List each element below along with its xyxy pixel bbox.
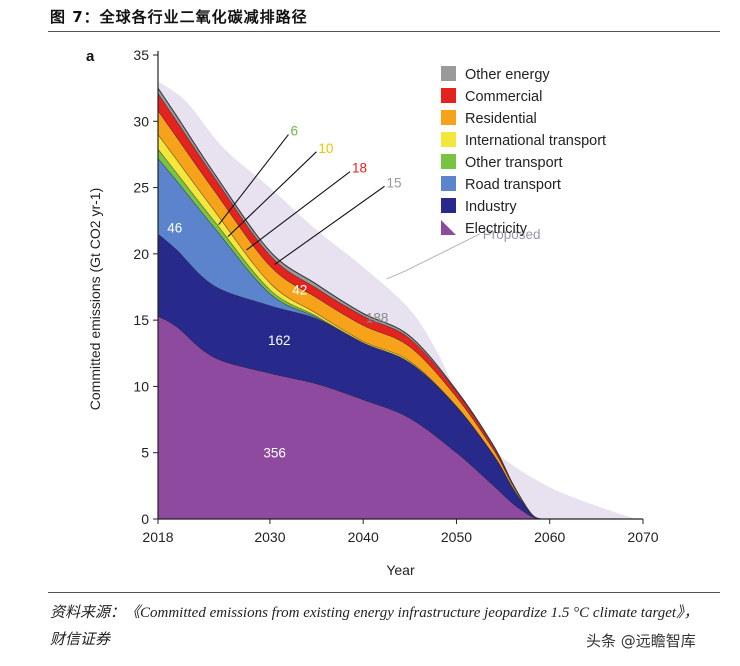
x-tick-label: 2018 bbox=[142, 529, 173, 545]
watermark: 头条 @远瞻智库 bbox=[586, 632, 696, 650]
annotation-residential: 42 bbox=[292, 283, 307, 298]
legend-commercial-label: Commercial bbox=[465, 89, 542, 105]
annotation-leader bbox=[274, 185, 385, 265]
annotation-industry: 162 bbox=[268, 333, 291, 348]
y-tick-label: 30 bbox=[133, 113, 149, 129]
emissions-chart: a 0 5 10 15 20 25 30 35 2018 2030 2040 2050 2060 2070… bbox=[86, 47, 659, 578]
annotations: 356 162 46 42 188 6 10 18 15 Proposed bbox=[167, 124, 540, 461]
legend-road-transport-swatch bbox=[441, 176, 456, 191]
y-tick-label: 10 bbox=[133, 378, 149, 394]
legend-residential-swatch bbox=[441, 110, 456, 125]
footer-divider bbox=[48, 592, 720, 593]
y-axis-title: Committed emissions (Gt CO2 yr-1) bbox=[87, 188, 103, 410]
annotation-other-transport: 6 bbox=[290, 124, 298, 139]
legend-road-transport-label: Road transport bbox=[465, 177, 561, 193]
legend-other-energy-swatch bbox=[441, 66, 456, 81]
panel-label: a bbox=[86, 48, 95, 65]
legend-residential-label: Residential bbox=[465, 111, 537, 127]
x-tick-label: 2050 bbox=[441, 529, 472, 545]
annotation-leader bbox=[246, 171, 351, 251]
legend-industry-swatch bbox=[441, 198, 456, 213]
annotation-road-transport: 46 bbox=[167, 220, 182, 235]
legend-electricity-label: Electricity bbox=[465, 221, 528, 237]
x-axis-title: Year bbox=[386, 562, 415, 578]
legend-electricity-swatch bbox=[441, 220, 456, 235]
proposed-pointer bbox=[386, 233, 481, 280]
legend: Other energy Commercial Residential Interna… bbox=[441, 66, 606, 237]
stacked-areas bbox=[157, 87, 541, 520]
legend-other-energy-label: Other energy bbox=[465, 67, 550, 83]
annotation-international-transport: 10 bbox=[318, 141, 333, 156]
proposed-label: Proposed bbox=[483, 227, 541, 242]
annotation-other-energy: 15 bbox=[387, 175, 402, 190]
legend-commercial-swatch bbox=[441, 88, 456, 103]
x-tick-label: 2040 bbox=[348, 529, 379, 545]
y-tick-label: 35 bbox=[133, 47, 149, 63]
annotation-proposed: 188 bbox=[366, 310, 389, 325]
x-tick-label: 2070 bbox=[627, 529, 658, 545]
y-tick-label: 5 bbox=[141, 445, 149, 461]
legend-other-transport-swatch bbox=[441, 154, 456, 169]
annotation-electricity: 356 bbox=[263, 446, 286, 461]
annotation-commercial: 18 bbox=[352, 161, 367, 176]
y-tick-label: 20 bbox=[133, 246, 149, 262]
axes: 0 5 10 15 20 25 30 35 2018 2030 2040 2050 2060 2070 bbox=[133, 47, 658, 545]
legend-international-transport-label: International transport bbox=[465, 133, 606, 149]
source-note: 资料来源：《Committed emissions from existing … bbox=[50, 605, 699, 648]
x-tick-label: 2030 bbox=[254, 529, 285, 545]
legend-international-transport-swatch bbox=[441, 132, 456, 147]
legend-industry-label: Industry bbox=[465, 199, 517, 215]
y-tick-label: 15 bbox=[133, 312, 149, 328]
stack-top-outline bbox=[157, 87, 541, 520]
annotation-leader bbox=[218, 134, 289, 226]
y-tick-label: 0 bbox=[141, 511, 149, 527]
annotation-leader bbox=[227, 151, 317, 238]
y-tick-label: 25 bbox=[133, 180, 149, 196]
legend-other-transport-label: Other transport bbox=[465, 155, 563, 171]
title-divider bbox=[48, 31, 720, 32]
page-title: 图 7：全球各行业二氧化碳减排路径 bbox=[50, 8, 308, 26]
x-tick-label: 2060 bbox=[534, 529, 565, 545]
